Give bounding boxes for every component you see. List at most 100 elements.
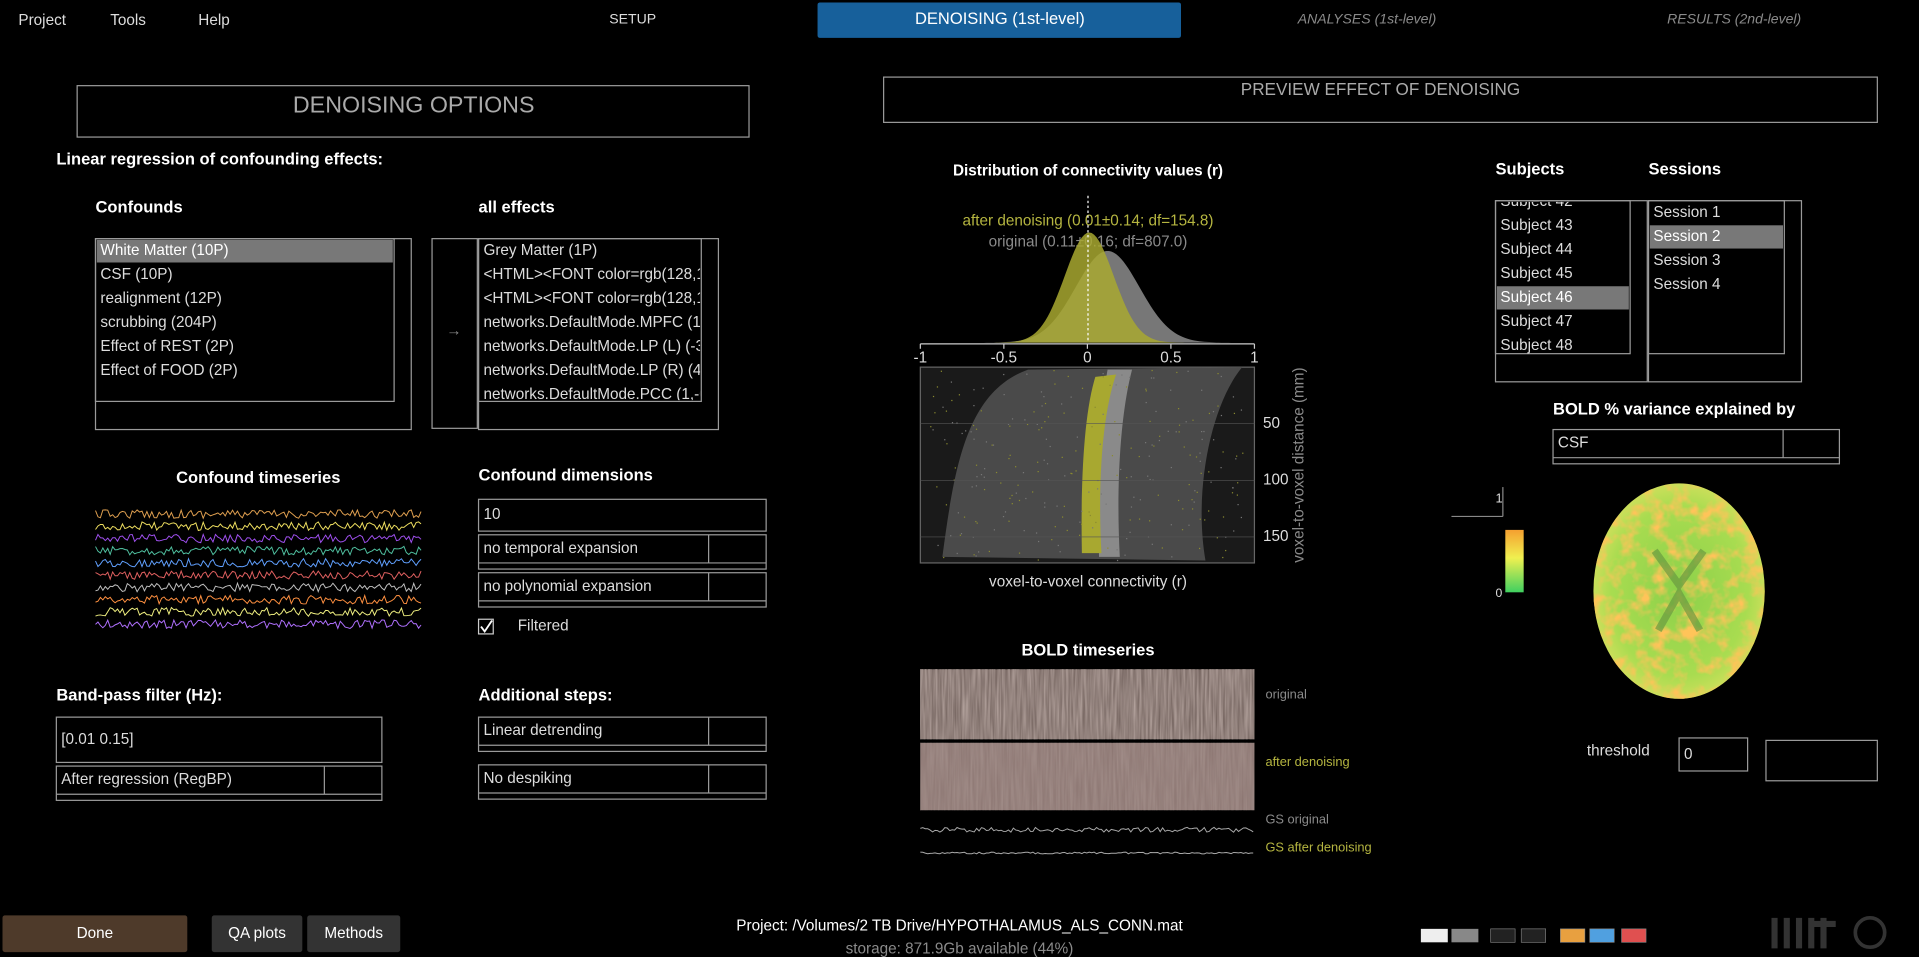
list-item[interactable]: <HTML><FONT color=rgb(128,1: [483, 266, 704, 283]
button-label[interactable]: Methods: [324, 925, 383, 942]
scatter-dot: [1191, 508, 1194, 510]
list-items: Grey Matter (1P) <HTML><FONT color=rgb(12…: [483, 242, 712, 403]
gs-trace: [920, 826, 1254, 833]
scatter-dot: [1054, 526, 1056, 528]
threshold-field[interactable]: [1678, 737, 1749, 772]
list-item[interactable]: Effect of FOOD (2P): [100, 362, 237, 379]
scatter-dot: [1099, 443, 1101, 445]
theme-swatch[interactable]: [1451, 928, 1479, 943]
scatter-dot: [1054, 383, 1056, 385]
field-text[interactable]: [0.01 0.15]: [61, 731, 133, 748]
active-tab[interactable]: [817, 2, 1182, 38]
field-text[interactable]: CSF: [1558, 435, 1589, 452]
scatter-dot: [1044, 402, 1047, 405]
scatter-dot: [932, 429, 934, 431]
list-item[interactable]: Grey Matter (1P): [483, 242, 597, 259]
scatter-dot: [983, 488, 986, 491]
list-item[interactable]: Session 1: [1653, 204, 1720, 221]
list-item[interactable]: White Matter (10P): [100, 242, 228, 259]
view-icon[interactable]: [1490, 928, 1516, 943]
colorbar-max: 1: [1496, 491, 1503, 506]
scatter-dot: [1100, 493, 1103, 495]
menu-item[interactable]: Project: [18, 12, 66, 29]
list-item[interactable]: Subject 43: [1500, 217, 1572, 234]
threshold-slider[interactable]: [1765, 739, 1878, 782]
scatter-dot: [950, 381, 953, 383]
tab[interactable]: DENOISING (1st-level): [915, 9, 1085, 28]
dropdown[interactable]: [477, 764, 767, 800]
list-item[interactable]: networks.DefaultMode.PCC (1,-6: [483, 386, 707, 403]
list-item[interactable]: networks.DefaultMode.LP (L) (-39: [483, 338, 712, 355]
list-item[interactable]: networks.DefaultMode.LP (R) (47: [483, 362, 710, 379]
scatter-dot: [1232, 487, 1234, 489]
list-item[interactable]: realignment (12P): [100, 290, 221, 307]
button[interactable]: [211, 915, 303, 953]
scatter-dot: [1129, 376, 1131, 378]
theme-swatch[interactable]: [1420, 928, 1448, 943]
list-item[interactable]: CSF (10P): [100, 266, 172, 283]
button-label[interactable]: Done: [77, 925, 114, 942]
scatter-dot: [958, 394, 961, 396]
scatter-dot: [1149, 478, 1151, 481]
list-item[interactable]: Subject 44: [1500, 241, 1573, 258]
project-path: Project: /Volumes/2 TB Drive/HYPOTHALAMU…: [736, 917, 1183, 934]
field-text[interactable]: After regression (RegBP): [61, 771, 232, 788]
scatter-dot: [1044, 421, 1046, 423]
scatter-dot: [1004, 511, 1007, 513]
tab[interactable]: ANALYSES (1st-level): [1297, 10, 1437, 26]
list-item[interactable]: Subject 46: [1500, 289, 1572, 306]
text-field[interactable]: [55, 716, 383, 764]
button[interactable]: [307, 915, 401, 953]
scatter-dot: [977, 551, 980, 553]
field-text[interactable]: 10: [483, 506, 500, 523]
list-item[interactable]: <HTML><FONT color=rgb(128,1: [483, 290, 704, 307]
list-item[interactable]: networks.DefaultMode.MPFC (1,: [483, 314, 705, 331]
scatter-dot: [1217, 372, 1219, 375]
scatter-dot: [972, 424, 975, 427]
list-item[interactable]: Subject 47: [1500, 313, 1572, 330]
list-item[interactable]: scrubbing (204P): [100, 314, 216, 331]
field-text[interactable]: No despiking: [483, 770, 571, 787]
menu-item[interactable]: Tools: [110, 12, 146, 29]
scatter-dot: [1081, 510, 1083, 512]
scatter-dot: [1130, 476, 1132, 478]
scatter-dot: [1026, 373, 1028, 375]
scatter-dot: [1079, 534, 1081, 536]
number-field[interactable]: [477, 498, 767, 532]
dropdown[interactable]: [477, 716, 767, 753]
transfer-box[interactable]: [431, 238, 478, 429]
list-item[interactable]: Subject 42: [1500, 193, 1572, 210]
field-text[interactable]: Linear detrending: [483, 722, 602, 739]
list-item[interactable]: Effect of REST (2P): [100, 338, 234, 355]
view-icon[interactable]: [1621, 928, 1647, 943]
scatter-dot: [1051, 539, 1053, 541]
scatter-dot: [1212, 410, 1215, 413]
button-label[interactable]: QA plots: [228, 925, 286, 942]
tab[interactable]: RESULTS (2nd-level): [1667, 10, 1801, 26]
heading: Additional steps:: [479, 686, 613, 705]
button[interactable]: [2, 915, 188, 953]
dropdown[interactable]: [1552, 428, 1841, 465]
scatter-dot: [1178, 424, 1181, 426]
list-item[interactable]: Session 2: [1653, 228, 1720, 245]
scatter-dot: [945, 410, 948, 412]
band-original: [1098, 369, 1133, 557]
list-item[interactable]: Session 3: [1653, 252, 1720, 269]
view-icon[interactable]: [1520, 928, 1546, 943]
list-item[interactable]: Subject 48: [1500, 337, 1572, 354]
menu-item[interactable]: Help: [198, 12, 229, 29]
view-icon[interactable]: [1589, 928, 1615, 943]
scatter-dot: [975, 464, 978, 466]
list-item[interactable]: Session 4: [1653, 276, 1721, 293]
tab[interactable]: SETUP: [609, 10, 656, 26]
selected-row: [1649, 225, 1784, 249]
field-text[interactable]: no temporal expansion: [483, 540, 638, 557]
scatter-dot: [985, 441, 988, 443]
list-item[interactable]: Subject 45: [1500, 265, 1572, 282]
dropdown[interactable]: [477, 572, 767, 608]
dropdown[interactable]: [55, 765, 383, 801]
dropdown[interactable]: [477, 534, 767, 570]
field-text[interactable]: no polynomial expansion: [483, 578, 651, 595]
view-icon[interactable]: [1560, 928, 1586, 943]
threshold-value[interactable]: 0: [1684, 746, 1693, 763]
